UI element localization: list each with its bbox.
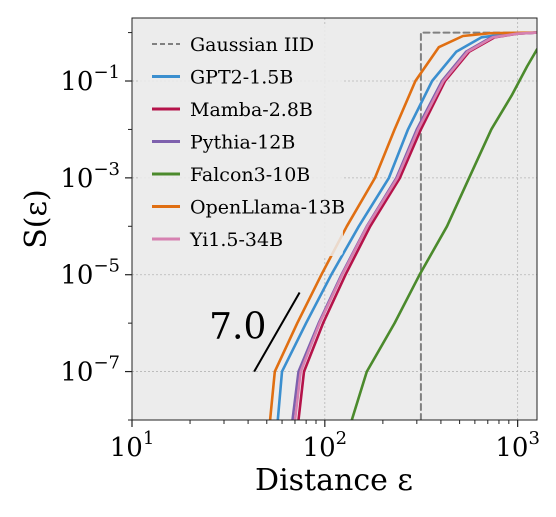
- x-tick-label-exponent: 3: [528, 428, 539, 449]
- y-axis-ticks: 10−110−310−510−7: [60, 32, 132, 421]
- legend-label: Pythia-12B: [190, 132, 295, 154]
- y-axis-label: S(ε): [19, 189, 54, 249]
- series-line-falcon3-10b: [350, 48, 537, 420]
- y-tick-label-exponent: −1: [93, 62, 120, 83]
- y-tick-label: 10−7: [60, 353, 120, 388]
- y-tick-label-exponent: −5: [93, 256, 120, 277]
- legend-label: Yi1.5-34B: [189, 229, 283, 251]
- plot-frame: [131, 17, 538, 421]
- legend-label: OpenLlama-13B: [190, 197, 345, 219]
- x-tick-label-base: 10: [495, 433, 528, 463]
- y-tick-label-base: 10: [60, 261, 93, 291]
- legend-label: GPT2-1.5B: [190, 67, 293, 89]
- series-group: [268, 31, 537, 420]
- y-tick-label-base: 10: [60, 358, 93, 388]
- y-tick-label-exponent: −7: [93, 353, 120, 374]
- slope-annotation-line: [253, 291, 301, 373]
- y-tick-label: 10−1: [60, 62, 120, 97]
- x-tick-label: 101: [110, 428, 155, 463]
- x-tick-label-exponent: 2: [336, 428, 347, 449]
- series-line-gpt2-1-5b: [276, 31, 537, 420]
- legend-label: Falcon3-10B: [190, 164, 310, 186]
- x-tick-label: 102: [303, 428, 348, 463]
- slope-annotation: 7.0: [209, 291, 301, 373]
- legend: Gaussian IID GPT2-1.5B Mamba-2.8B Pythia-12…: [138, 24, 345, 256]
- y-tick-label: 10−3: [60, 159, 120, 194]
- series-line-yi1-5-34b: [293, 31, 537, 420]
- legend-label: Mamba-2.8B: [190, 99, 313, 121]
- x-axis-ticks: 101 102 103: [110, 420, 540, 463]
- y-tick-label-base: 10: [60, 164, 93, 194]
- y-tick-label-base: 10: [60, 67, 93, 97]
- x-axis-label: Distance ε: [255, 463, 413, 498]
- y-tick-label: 10−5: [60, 256, 120, 291]
- y-tick-label-exponent: −3: [93, 159, 120, 180]
- slope-annotation-label: 7.0: [209, 307, 266, 348]
- x-tick-label-base: 10: [110, 433, 143, 463]
- x-tick-label-exponent: 1: [143, 428, 154, 449]
- series-line-openllama-13b: [268, 31, 537, 420]
- legend-box: [138, 24, 343, 256]
- legend-label: Gaussian IID: [190, 34, 314, 56]
- x-tick-label-base: 10: [303, 433, 336, 463]
- x-tick-label: 103: [495, 428, 540, 463]
